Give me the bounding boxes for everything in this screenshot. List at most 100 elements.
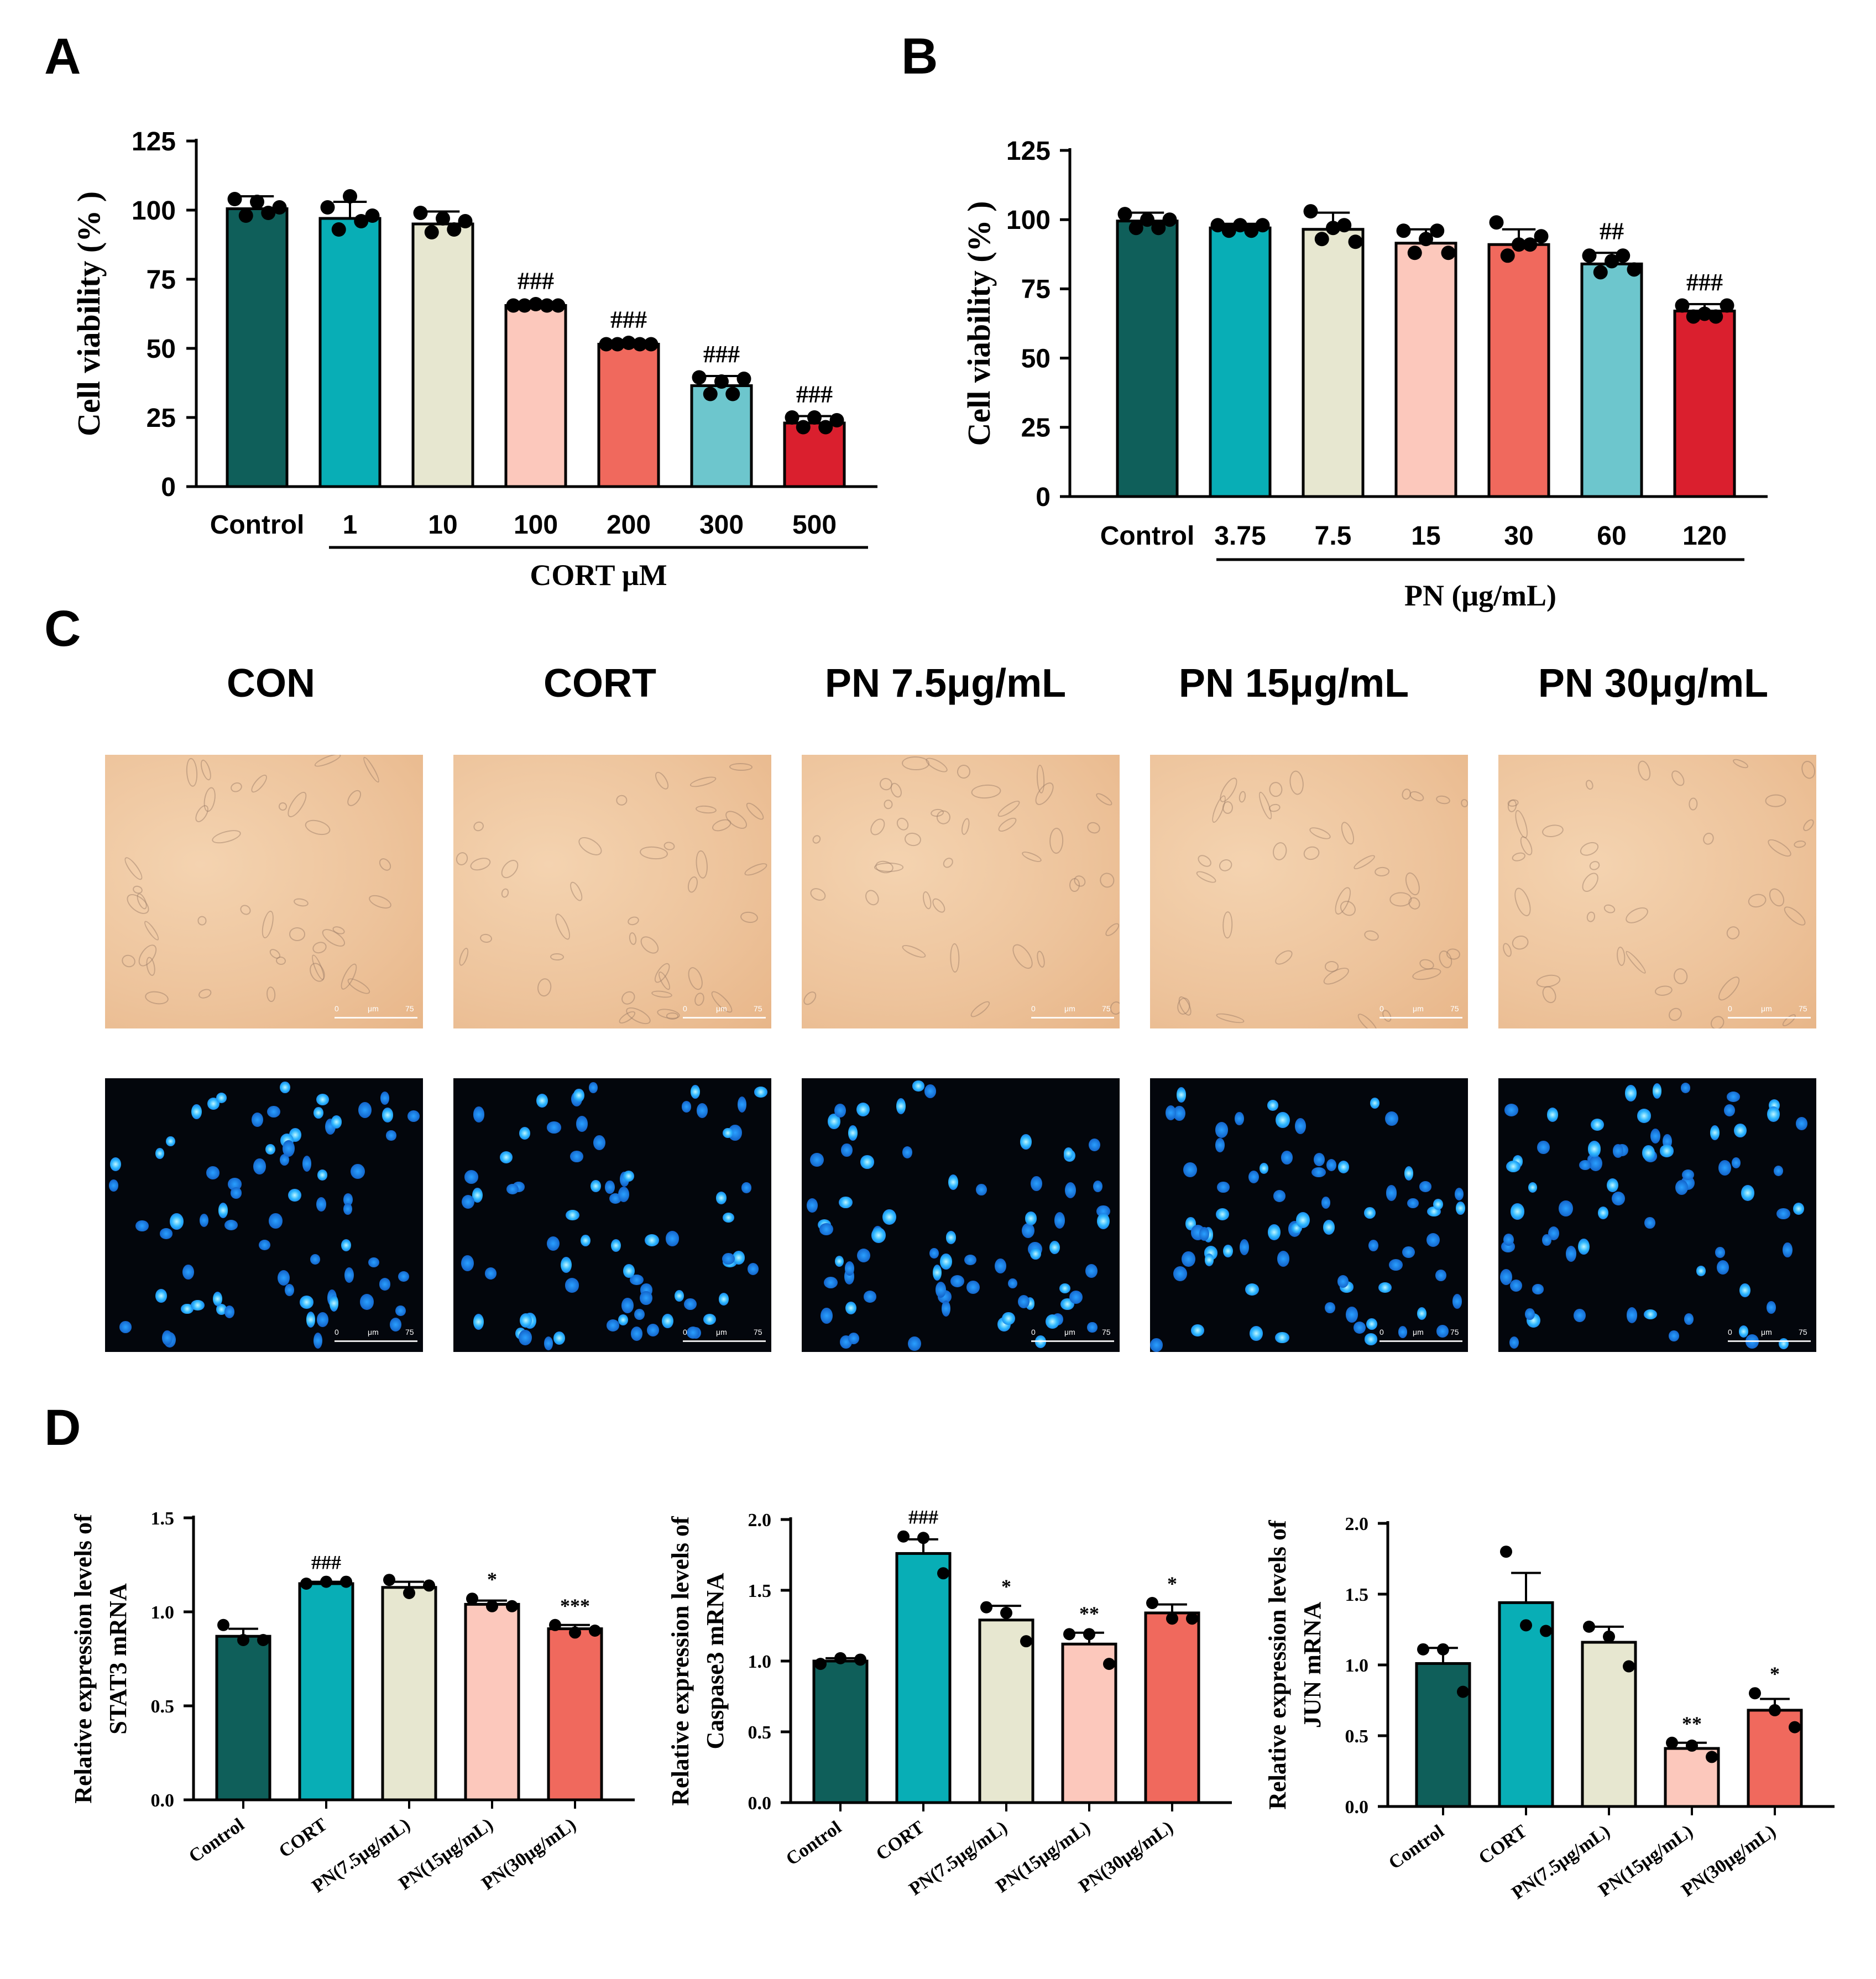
data-point-d1-1 xyxy=(300,1578,312,1590)
nucleus xyxy=(267,1106,280,1118)
nucleus xyxy=(1059,1283,1070,1293)
nucleus xyxy=(1767,1301,1776,1314)
nucleus xyxy=(506,1183,519,1194)
nucleus xyxy=(344,1267,354,1283)
y-tick-label-a: 0 xyxy=(161,473,176,502)
data-point-d1-1 xyxy=(340,1575,352,1588)
significance-a-5: ### xyxy=(703,341,740,368)
scale-bar-end: 75 xyxy=(1102,1328,1111,1336)
data-point-a-4 xyxy=(644,337,659,352)
data-point-d3-2 xyxy=(1623,1660,1635,1673)
data-point-d2-1 xyxy=(937,1567,949,1580)
cell-body xyxy=(1194,869,1217,886)
scale-bar-end: 75 xyxy=(754,1004,762,1013)
nucleus xyxy=(1566,1245,1577,1262)
nucleus xyxy=(1506,1161,1521,1173)
cell-body xyxy=(1715,973,1743,1004)
nucleus xyxy=(1624,1085,1637,1101)
data-point-b-5 xyxy=(1582,248,1597,263)
nucleus xyxy=(1726,1092,1741,1103)
y-tick-label-b: 100 xyxy=(1006,206,1051,235)
scale-bar-end: 75 xyxy=(1450,1328,1459,1336)
data-point-b-1 xyxy=(1244,223,1259,238)
data-point-a-3 xyxy=(540,298,555,313)
nucleus xyxy=(841,1143,853,1157)
nucleus xyxy=(1337,1275,1349,1288)
nucleus xyxy=(1096,1213,1110,1230)
nucleus xyxy=(316,1312,328,1328)
nucleus xyxy=(1612,1192,1626,1206)
cell-body xyxy=(637,933,662,957)
x-tick-label-b-1: 3.75 xyxy=(1214,521,1266,551)
nucleus xyxy=(828,1114,840,1129)
nucleus xyxy=(908,1336,922,1351)
nucleus xyxy=(1388,1259,1403,1271)
cell-body xyxy=(996,797,1022,819)
data-point-d2-3 xyxy=(1083,1628,1095,1641)
cell-body xyxy=(940,855,955,870)
y-tick-label-d1: 1.0 xyxy=(151,1602,175,1623)
data-point-d3-4 xyxy=(1769,1704,1781,1716)
data-point-a-1 xyxy=(365,208,380,223)
scale-bar-end: 75 xyxy=(1799,1328,1807,1336)
cell-body xyxy=(743,860,769,878)
data-point-a-4 xyxy=(633,337,647,352)
nucleus xyxy=(1215,1208,1229,1221)
x-tick-label-b-5: 60 xyxy=(1597,521,1626,551)
nucleus xyxy=(280,1081,290,1093)
data-point-d3-3 xyxy=(1686,1739,1698,1752)
data-point-d1-2 xyxy=(403,1587,415,1599)
data-point-d1-0 xyxy=(237,1634,249,1646)
y-axis-label-line2-d1: STAT3 mRNA xyxy=(104,1583,132,1735)
nucleus xyxy=(1368,1239,1378,1251)
cell-body xyxy=(367,892,394,911)
bar-b-5 xyxy=(1580,262,1643,498)
nucleus xyxy=(1294,1118,1307,1135)
cell-body xyxy=(1008,941,1037,973)
data-point-d1-3 xyxy=(466,1592,478,1605)
nucleus xyxy=(618,1314,628,1325)
cell-body xyxy=(198,758,213,782)
nucleus xyxy=(716,1192,727,1204)
nucleus xyxy=(1659,1145,1674,1157)
nucleus xyxy=(1433,1198,1443,1210)
nucleus xyxy=(1223,1244,1233,1257)
y-tick-label-a: 50 xyxy=(147,335,176,364)
nucleus xyxy=(718,1292,729,1306)
nucleus xyxy=(135,1220,149,1232)
nucleus xyxy=(519,1127,530,1140)
nucleus xyxy=(975,1183,987,1196)
nucleus xyxy=(1173,1266,1188,1282)
nucleus xyxy=(473,1313,484,1330)
nucleus xyxy=(1773,1165,1784,1176)
cell-body xyxy=(1585,779,1595,791)
cell-body xyxy=(867,816,888,838)
nucleus xyxy=(738,1096,747,1113)
nucleus xyxy=(155,1288,167,1303)
cell-body xyxy=(1587,859,1601,872)
nucleus xyxy=(1311,1167,1326,1178)
nucleus xyxy=(395,1306,406,1317)
cell-body xyxy=(1623,904,1651,927)
y-axis-label-line1-d2: Relative expression levels of xyxy=(667,1516,694,1806)
cell-body xyxy=(211,827,243,847)
nucleus xyxy=(1723,1104,1735,1117)
data-point-d2-3 xyxy=(1063,1628,1075,1641)
data-point-d3-4 xyxy=(1789,1721,1801,1733)
nucleus xyxy=(253,1158,266,1174)
cell-body xyxy=(1238,790,1247,803)
data-point-d2-1 xyxy=(897,1530,910,1543)
nucleus xyxy=(1509,1336,1519,1349)
data-point-a-1 xyxy=(354,214,369,228)
scale-bar-unit: μm xyxy=(1761,1004,1772,1013)
data-point-d3-2 xyxy=(1583,1620,1595,1633)
data-point-b-4 xyxy=(1489,215,1504,230)
nucleus xyxy=(732,1251,745,1265)
data-point-d2-4 xyxy=(1166,1612,1178,1625)
cell-body xyxy=(266,986,276,1002)
nucleus xyxy=(1353,1322,1366,1334)
nucleus xyxy=(1183,1162,1197,1177)
nucleus xyxy=(1404,1166,1414,1181)
cell-body xyxy=(1272,947,1295,968)
nucleus xyxy=(871,1228,886,1243)
